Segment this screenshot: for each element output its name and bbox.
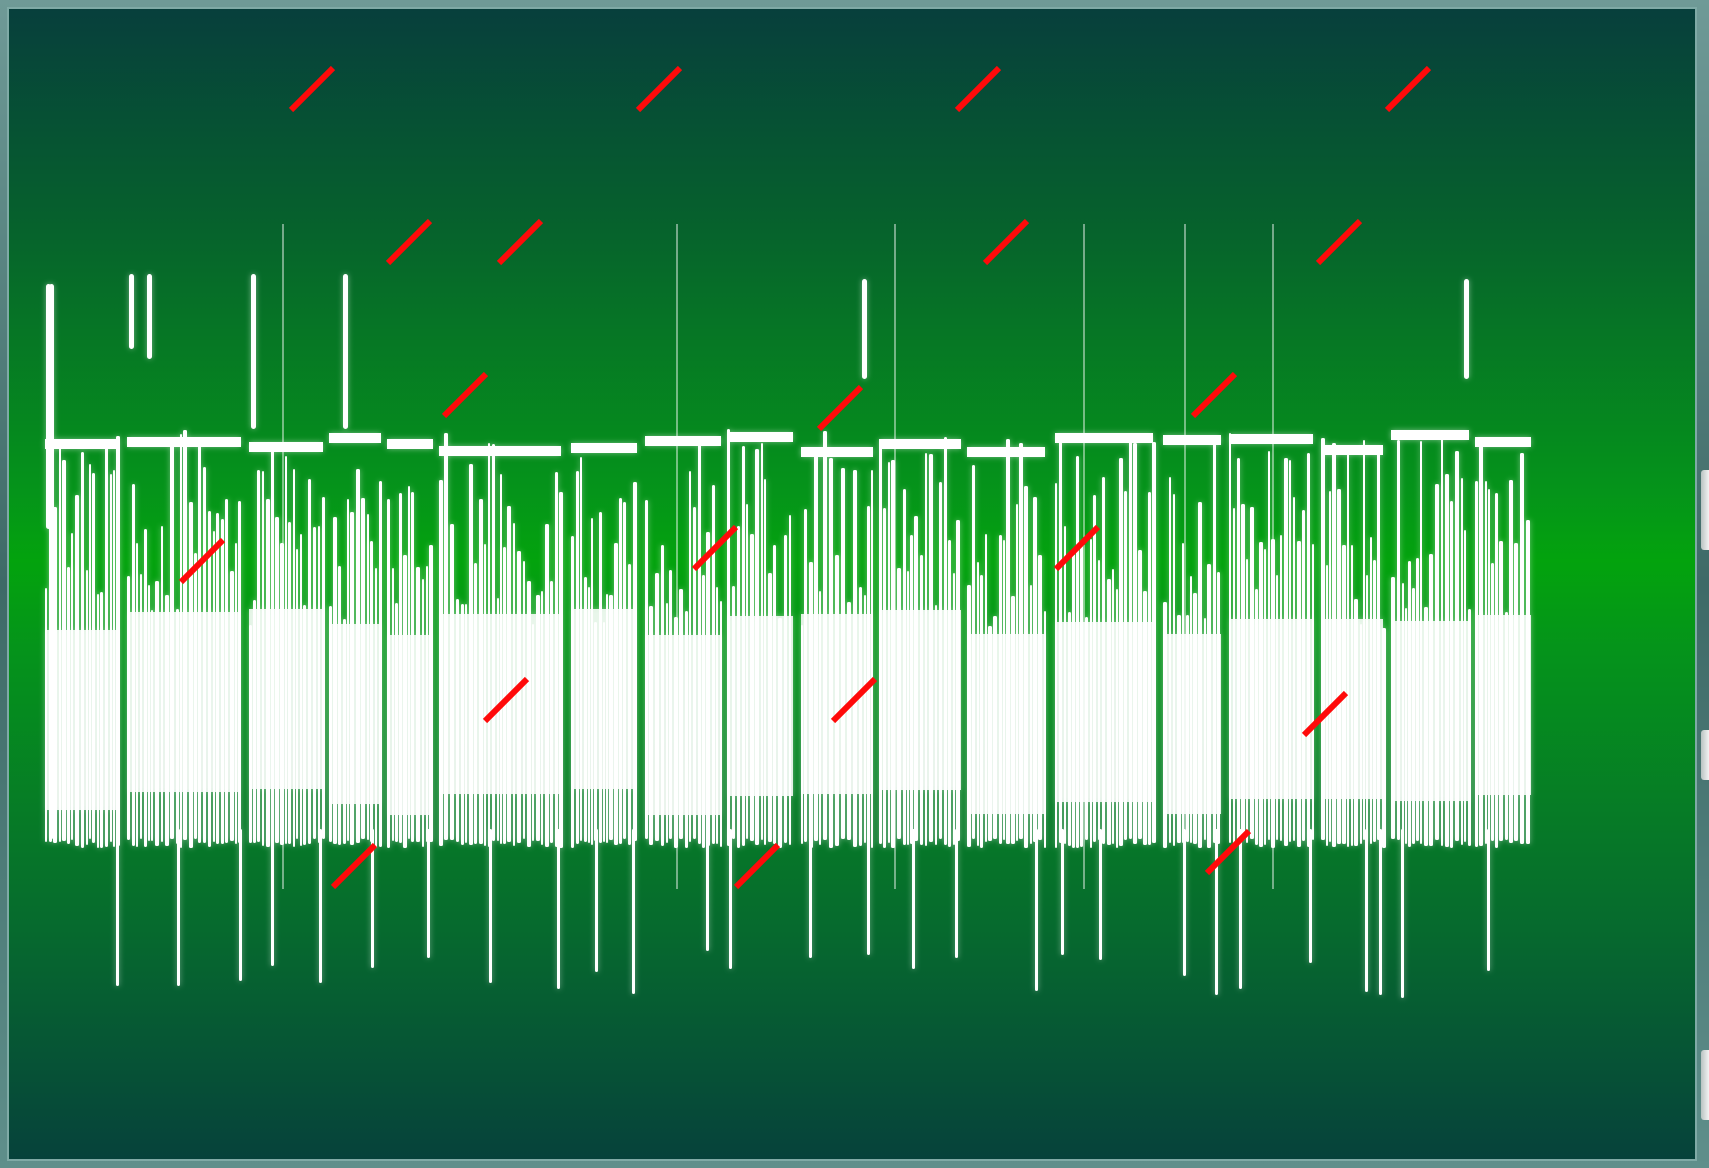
glyph-cap	[1475, 437, 1531, 447]
red-slash-marker[interactable]	[1190, 371, 1238, 419]
glyph-cap	[329, 433, 381, 443]
glyph-descender	[1379, 829, 1382, 995]
glyph-descender	[319, 829, 322, 983]
glyph-cap	[249, 442, 323, 452]
white-glyph-layer	[45, 274, 1531, 998]
red-slash-marker[interactable]	[288, 65, 336, 113]
glyph-field	[45, 65, 1531, 998]
glyph-ascender	[343, 274, 348, 429]
glyph-cap	[801, 447, 873, 457]
glyph-descender	[1035, 829, 1038, 991]
red-slash-marker[interactable]	[830, 676, 878, 724]
glyph-descender	[595, 829, 598, 972]
glyph-descender	[1061, 829, 1064, 955]
thin-stroke-layer	[282, 224, 1274, 889]
glyph-ascender	[147, 274, 152, 359]
red-slash-marker[interactable]	[385, 218, 433, 266]
glyph-descender	[239, 829, 242, 981]
red-slash-marker[interactable]	[1315, 218, 1363, 266]
glyph-ascender	[129, 274, 134, 349]
right-edge-handle[interactable]	[1701, 1050, 1709, 1120]
glyph-descender	[867, 829, 870, 955]
glyph-band	[967, 634, 1045, 814]
glyph-band	[571, 609, 637, 789]
glyph-descender	[1215, 829, 1218, 995]
glyph-descender	[809, 829, 812, 958]
glyph-band	[645, 635, 721, 815]
glyph-descender	[177, 829, 180, 986]
right-edge-handle[interactable]	[1701, 730, 1709, 780]
red-slash-marker[interactable]	[982, 218, 1030, 266]
glyph-ascender	[1464, 279, 1469, 379]
glyph-descender	[557, 829, 560, 989]
red-slash-marker[interactable]	[330, 842, 378, 890]
glyph-descender	[1309, 829, 1312, 963]
glyph-band	[387, 635, 433, 815]
glyph-band	[879, 610, 961, 790]
glyph-cap	[439, 446, 561, 456]
red-slash-marker[interactable]	[1204, 828, 1252, 876]
glyph-band	[1055, 622, 1153, 802]
glyph-cap	[645, 436, 721, 446]
glyph-cap	[1055, 433, 1153, 443]
red-slash-marker[interactable]	[1053, 524, 1101, 572]
red-slash-marker[interactable]	[1301, 690, 1349, 738]
glyph-descender	[912, 829, 915, 969]
glyph-cap	[967, 447, 1045, 457]
red-slash-marker[interactable]	[733, 842, 781, 890]
glyph-descender	[706, 829, 709, 951]
glyph-cap	[571, 443, 637, 453]
red-slash-marker[interactable]	[1384, 65, 1432, 113]
red-slash-marker[interactable]	[954, 65, 1002, 113]
glyph-cap	[1391, 430, 1469, 440]
glyph-descender	[1487, 829, 1490, 971]
glyph-cap	[879, 439, 961, 449]
glyph-band	[1391, 621, 1469, 801]
glyph-descender	[1099, 829, 1102, 960]
red-slash-marker[interactable]	[635, 65, 683, 113]
glyph-ascender	[862, 279, 867, 379]
glyph-band	[329, 624, 381, 804]
glyph-descender	[1365, 829, 1368, 992]
glyph-band	[127, 612, 241, 792]
glyph-cap	[727, 432, 793, 442]
glyph-band	[1229, 619, 1313, 799]
red-slash-marker[interactable]	[496, 218, 544, 266]
glyph-band	[1163, 634, 1221, 814]
glyph-descender	[427, 829, 430, 958]
game-board	[7, 7, 1697, 1161]
glyph-descender	[729, 829, 732, 969]
glyph-descender	[489, 829, 492, 983]
glyph-cap	[45, 439, 117, 449]
glyph-descender	[1239, 829, 1242, 989]
glyph-band	[249, 609, 323, 789]
glyph-descender	[632, 829, 635, 994]
right-edge-handle[interactable]	[1701, 470, 1709, 550]
glyph-descender	[371, 829, 374, 968]
glyph-cap	[127, 437, 241, 447]
red-slash-marker[interactable]	[441, 371, 489, 419]
glyph-descender	[1401, 829, 1404, 998]
glyph-cap	[1321, 445, 1383, 455]
red-slash-marker[interactable]	[691, 524, 739, 572]
glyph-band	[801, 614, 873, 794]
glyph-ascender	[49, 284, 54, 839]
glyph-descender	[955, 829, 958, 958]
glyph-cap	[387, 439, 433, 449]
glyph-band	[1475, 615, 1531, 795]
glyph-ascender	[251, 274, 256, 429]
glyph-descender	[116, 829, 119, 986]
glyph-band	[45, 630, 117, 810]
glyph-band	[727, 616, 793, 796]
glyph-cap	[1229, 434, 1313, 444]
red-slash-layer	[178, 65, 1432, 890]
red-slash-marker[interactable]	[816, 384, 864, 432]
red-slash-marker[interactable]	[482, 676, 530, 724]
glyph-cap	[1163, 435, 1221, 445]
red-slash-marker[interactable]	[178, 537, 226, 585]
glyph-descender	[271, 829, 274, 966]
